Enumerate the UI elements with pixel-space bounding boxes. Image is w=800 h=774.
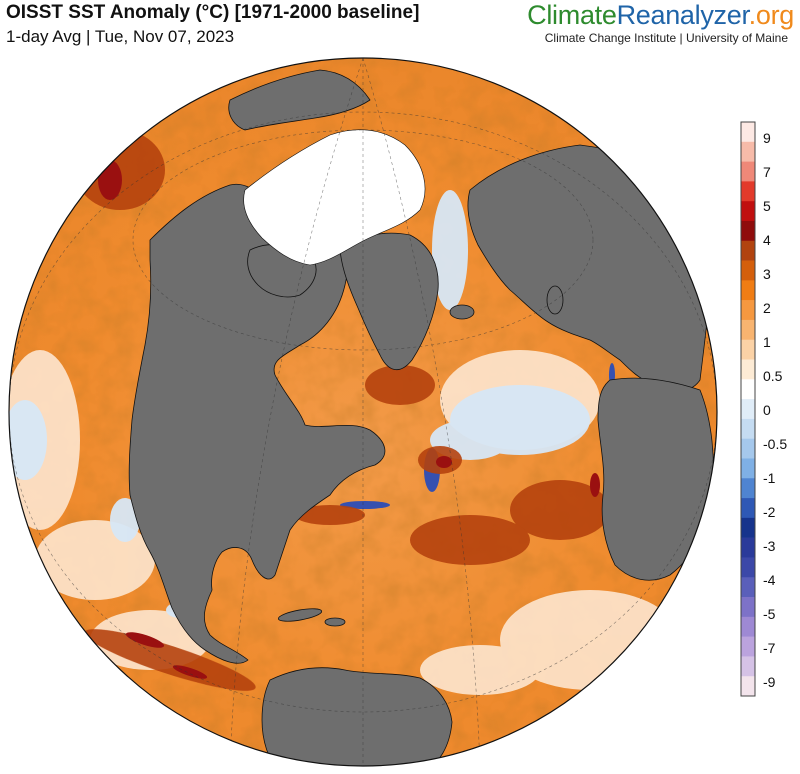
colorbar-swatch (741, 458, 755, 479)
globe-outline (8, 57, 718, 767)
greenland (339, 232, 439, 370)
colorbar-tick-label: 5 (763, 198, 771, 214)
colorbar-swatch (741, 122, 755, 143)
colorbar-tick-label: 0.5 (763, 368, 783, 384)
colorbar-tick-label: 4 (763, 232, 771, 248)
colorbar-swatch (741, 557, 755, 578)
colorbar-tick-label: -1 (763, 470, 776, 486)
colorbar-tick-label: 9 (763, 130, 771, 146)
colorbar-swatch (741, 438, 755, 459)
colorbar-swatch (741, 240, 755, 261)
south-america (261, 667, 453, 766)
graticule (9, 58, 717, 766)
colorbar-tick-label: 2 (763, 300, 771, 316)
colorbar-swatch (741, 478, 755, 499)
colorbar-tick-label: 7 (763, 164, 771, 180)
colorbar-swatch (741, 359, 755, 380)
colorbar-swatch (741, 201, 755, 222)
cuba (277, 608, 323, 622)
arctic-sea-ice (243, 129, 426, 266)
colorbar-tick-label: -4 (763, 572, 776, 588)
brand-logo-part3: .org (748, 0, 795, 30)
colorbar-swatch (741, 636, 755, 657)
colorbar-tick-label: 0 (763, 402, 771, 418)
colorbar-swatch (741, 300, 755, 321)
colorbar-swatch (741, 220, 755, 242)
colorbar-swatch (741, 498, 755, 519)
cool-anomaly-patches (9, 190, 590, 618)
brand-tagline: Climate Change Institute | University of… (544, 31, 788, 45)
colorbar-swatch (741, 676, 755, 697)
colorbar-tick-label: 3 (763, 266, 771, 282)
brand-logo-part1: Climate (527, 0, 617, 30)
colorbar-swatch (741, 280, 755, 301)
map-title: OISST SST Anomaly (°C) [1971-2000 baseli… (6, 2, 420, 23)
colorbar-swatch (741, 319, 755, 341)
colorbar-swatch (741, 141, 755, 162)
colorbar-swatch (741, 616, 755, 637)
colorbar-swatch (741, 656, 755, 677)
colorbar-swatch (741, 577, 755, 598)
colorbar-tick-label: -7 (763, 640, 776, 656)
colorbar-swatches (741, 122, 755, 697)
colorbar-swatch (741, 517, 755, 538)
iceland (449, 304, 475, 320)
colorbar-frame (740, 121, 756, 697)
brand-logo[interactable]: ClimateReanalyzer.org (527, 0, 794, 31)
colorbar-tick-label: 1 (763, 334, 771, 350)
colorbar-swatch (741, 399, 755, 420)
colorbar-swatch (741, 181, 755, 202)
colorbar-tick-label: -5 (763, 606, 776, 622)
colorbar-tick-label: -0.5 (763, 436, 787, 452)
colorbar-swatch (741, 597, 755, 618)
colorbar-labels: 9 7 5 4 3 2 1 0.5 0 -0.5 -1 -2 -3 -4 -5 -7 -9 (763, 130, 787, 690)
colorbar-swatch (741, 418, 755, 439)
great-britain (546, 285, 564, 315)
colorbar-tick-label: -3 (763, 538, 776, 554)
brand-logo-part2: Reanalyzer (616, 0, 749, 30)
colorbar-tick-label: -9 (763, 674, 776, 690)
colorbar-swatch (741, 161, 755, 182)
colorbar-tick-label: -2 (763, 504, 776, 520)
colorbar-swatch (741, 379, 755, 400)
map-subtitle: 1-day Avg | Tue, Nov 07, 2023 (6, 27, 235, 46)
hispaniola (324, 617, 346, 627)
colorbar-swatch (741, 537, 755, 558)
colorbar-swatch (741, 339, 755, 360)
colorbar-swatch (741, 260, 755, 281)
